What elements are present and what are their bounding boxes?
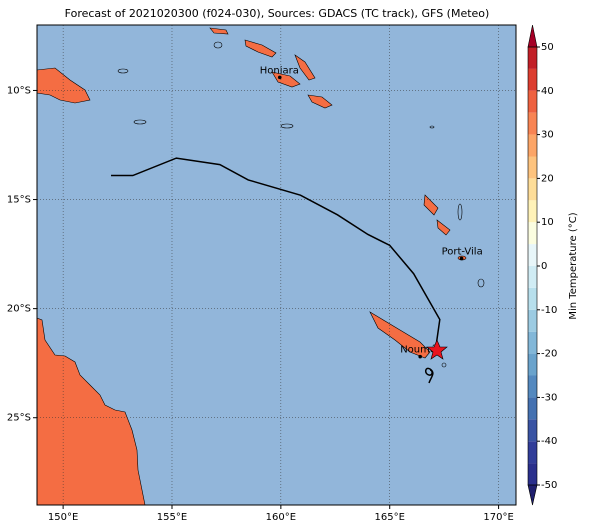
colorbar-band xyxy=(528,309,537,332)
colorbar-tick-label: -20 xyxy=(541,349,557,360)
city-label: Port-Vila xyxy=(442,246,483,257)
colorbar-tick-label: 10 xyxy=(541,217,554,228)
colorbar-band xyxy=(528,375,537,398)
colorbar: -50 -40 -30 -20 -10 0 10 20 30 40 50 xyxy=(527,24,557,506)
colorbar-band xyxy=(528,397,537,420)
colorbar-band xyxy=(528,463,537,485)
graticule xyxy=(33,25,516,509)
colorbar-band xyxy=(528,222,537,245)
island xyxy=(307,94,333,109)
colorbar-band xyxy=(528,200,537,223)
colorbar-band xyxy=(528,353,537,376)
colorbar-band xyxy=(528,178,537,201)
map-frame xyxy=(36,24,517,506)
island xyxy=(441,362,447,368)
city-label: Nouméa xyxy=(400,344,442,356)
island xyxy=(429,125,435,129)
australia xyxy=(36,317,146,506)
colorbar-band xyxy=(528,266,537,288)
colorbar-band xyxy=(528,68,537,91)
island xyxy=(423,194,439,216)
island xyxy=(477,278,485,288)
colorbar-over xyxy=(527,24,538,48)
track-layer: Honiara Port-Vila Nouméa xyxy=(111,65,483,359)
city-dot xyxy=(459,256,464,261)
colorbar-tick-label: 0 xyxy=(541,261,547,272)
storm-position xyxy=(426,339,448,360)
island xyxy=(457,203,463,221)
colorbar-band xyxy=(528,134,537,157)
island xyxy=(294,54,316,81)
colorbar-tick-label: -10 xyxy=(541,305,557,316)
colorbar-label: Min Temperature (°C) xyxy=(568,212,579,319)
colorbar-band xyxy=(528,244,537,266)
cyclone-symbol xyxy=(425,367,434,384)
colorbar-band xyxy=(528,47,537,69)
colorbar-band xyxy=(528,419,537,442)
island xyxy=(280,123,294,129)
small-islands xyxy=(117,41,485,368)
new-caledonia xyxy=(369,311,431,359)
colorbar-band xyxy=(528,156,537,179)
colorbar-under xyxy=(527,484,538,506)
city-dot xyxy=(277,75,282,80)
y-tick-label: 15°S xyxy=(7,195,31,206)
island xyxy=(117,68,129,74)
y-tick-label: 10°S xyxy=(7,85,31,96)
y-tick-label: 25°S xyxy=(7,413,31,424)
island xyxy=(213,41,223,49)
island xyxy=(436,219,451,236)
cyclone-track xyxy=(111,157,441,351)
colorbar-tick-label: -40 xyxy=(541,436,557,447)
x-tick-label: 165°E xyxy=(375,512,405,523)
colorbar-band xyxy=(528,90,537,113)
x-tick-label: 160°E xyxy=(266,512,296,523)
colorbar-band xyxy=(528,112,537,135)
x-tick-label: 170°E xyxy=(483,512,513,523)
colorbar-tick-label: 30 xyxy=(541,130,554,141)
y-tick-label: 20°S xyxy=(7,304,31,315)
colorbar-band xyxy=(528,441,537,464)
colorbar-tick-label: -30 xyxy=(541,392,557,403)
colorbar-band xyxy=(528,287,537,310)
island xyxy=(209,27,229,35)
x-tick-label: 150°E xyxy=(48,512,78,523)
island xyxy=(244,39,277,58)
papua-new-guinea xyxy=(36,67,91,104)
city-dot xyxy=(418,354,423,359)
city-label: Honiara xyxy=(260,65,299,76)
chart-title: Forecast of 2021020300 (f024-030), Sourc… xyxy=(65,7,490,20)
land xyxy=(36,27,467,506)
colorbar-tick-label: 50 xyxy=(541,42,554,53)
colorbar-tick-label: -50 xyxy=(541,480,557,491)
colorbar-band xyxy=(528,331,537,354)
colorbar-tick-label: 20 xyxy=(541,173,554,184)
island xyxy=(133,119,147,125)
x-tick-label: 155°E xyxy=(157,512,187,523)
colorbar-tick-label: 40 xyxy=(541,86,554,97)
